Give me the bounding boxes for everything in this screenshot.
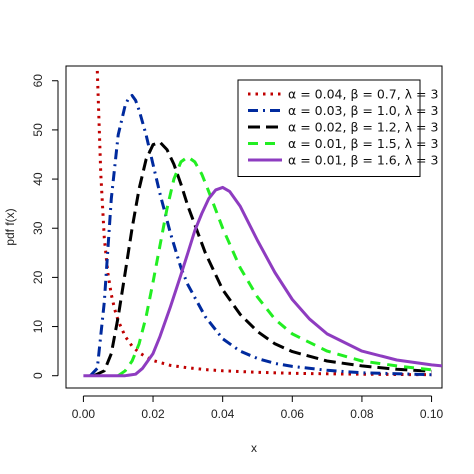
y-tick-label: 0 [31, 372, 45, 379]
series-group [83, 70, 442, 378]
plot-frame [65, 65, 443, 389]
series-line-4 [117, 155, 432, 377]
y-tick-label: 10 [31, 320, 45, 334]
y-tick-label: 30 [31, 221, 45, 235]
y-tick-label: 50 [31, 123, 45, 137]
axes-group: 0.00 0.02 0.04 0.06 0.08 0.10 0 10 20 30 40 50 60 [31, 74, 444, 421]
x-tick-label: 0.00 [72, 407, 96, 421]
series-line-2 [89, 94, 432, 377]
y-tick-label: 20 [31, 270, 45, 284]
x-tick-label: 0.04 [211, 407, 235, 421]
legend-label-3: α = 0.02, β = 1.2, λ = 3 [288, 120, 438, 135]
series-line-5 [83, 185, 442, 378]
plot-area [65, 65, 443, 389]
x-tick-label: 0.06 [281, 407, 305, 421]
x-tick-label: 0.08 [350, 407, 374, 421]
x-tick-label: 0.10 [420, 407, 444, 421]
x-axis-title: x [251, 441, 257, 455]
legend-label-4: α = 0.01, β = 1.5, λ = 3 [288, 136, 438, 151]
x-tick-label: 0.02 [141, 407, 165, 421]
legend-label-1: α = 0.04, β = 0.7, λ = 3 [288, 87, 438, 102]
legend-label-2: α = 0.03, β = 1.0, λ = 3 [288, 103, 438, 118]
y-tick-label: 60 [31, 74, 45, 88]
y-axis-title: pdf f(x) [3, 208, 17, 245]
series-line-3 [93, 140, 432, 378]
legend-label-5: α = 0.01, β = 1.6, λ = 3 [288, 153, 438, 168]
legend: α = 0.04, β = 0.7, λ = 3α = 0.03, β = 1.… [237, 79, 438, 177]
y-tick-label: 40 [31, 172, 45, 186]
